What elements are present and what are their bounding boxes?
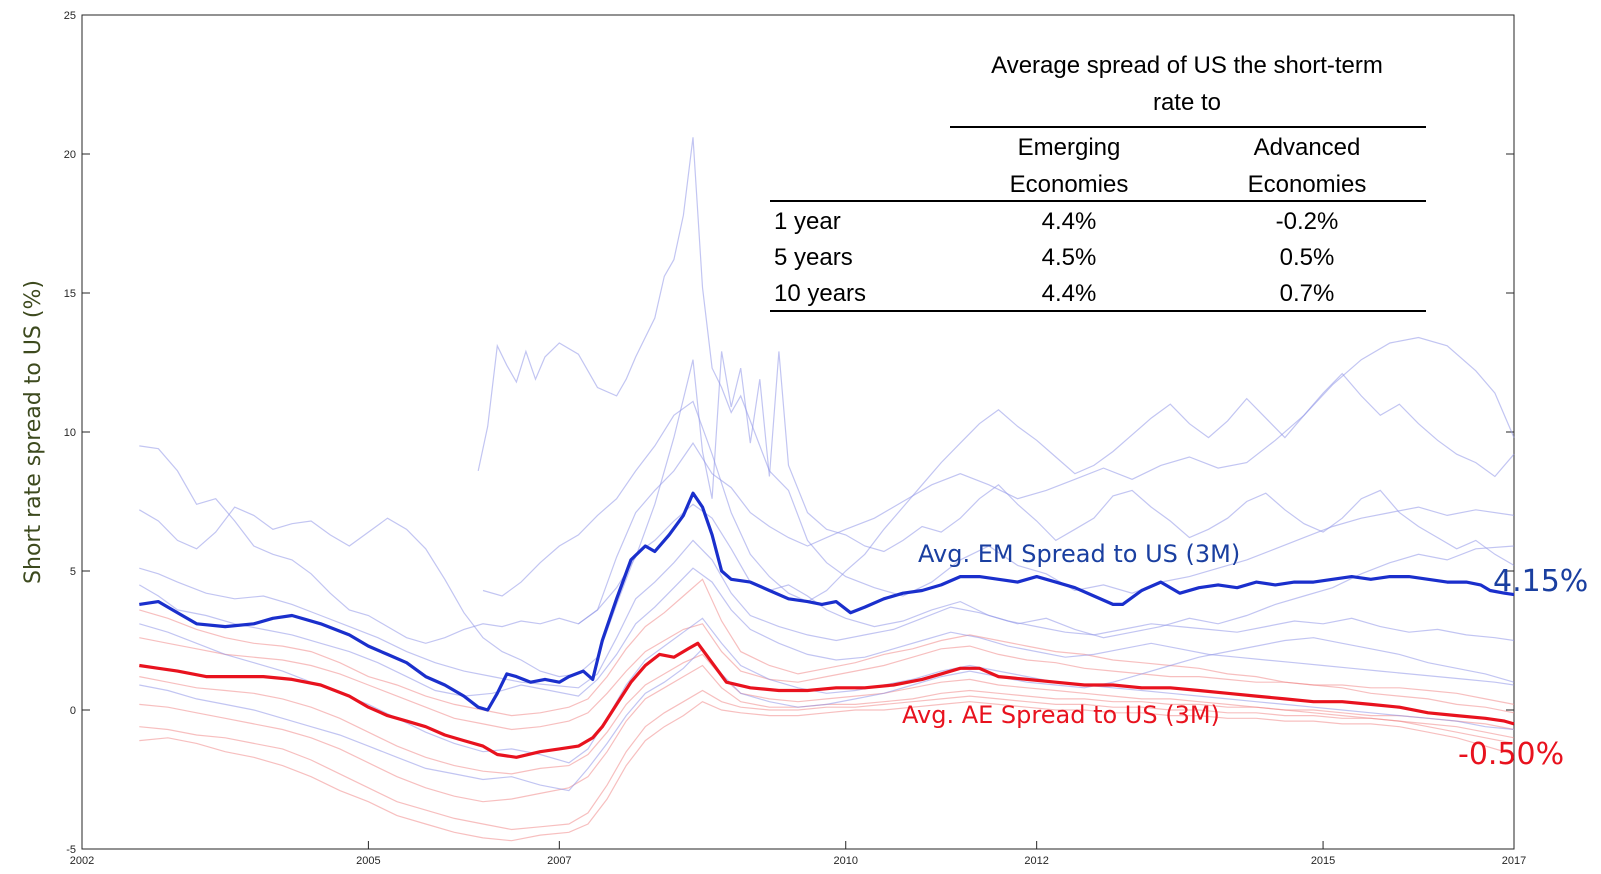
em-country-line xyxy=(139,336,1515,644)
y-axis-label: Short rate spread to US (%) xyxy=(21,280,46,584)
table-row-label: 10 years xyxy=(774,280,866,307)
summary-table: Average spread of US the short-term rate… xyxy=(770,52,1426,312)
ae-country-line xyxy=(139,578,1515,717)
table-row-em: 4.4% xyxy=(1042,208,1097,235)
table-row-ae: 0.7% xyxy=(1280,280,1335,307)
table-row-label: 1 year xyxy=(774,208,841,235)
x-tick-label: 2010 xyxy=(833,855,857,867)
table-col-em-line2: Economies xyxy=(1010,171,1129,198)
table-row-label: 5 years xyxy=(774,244,853,271)
x-tick-label: 2012 xyxy=(1024,855,1048,867)
table-row-em: 4.4% xyxy=(1042,280,1097,307)
x-tick-label: 2005 xyxy=(356,855,380,867)
x-tick-label: 2015 xyxy=(1311,855,1335,867)
axis-ticks: 2002 2005 2007 2010 2012 2015 2017 -5 0 5 10 15 20 25 xyxy=(64,10,1526,867)
table-col-ae-line1: Advanced xyxy=(1254,134,1361,161)
em-country-line xyxy=(139,617,1515,764)
table-col-ae-line2: Economies xyxy=(1248,171,1367,198)
ae-country-line xyxy=(139,664,1515,803)
table-col-em-line1: Emerging xyxy=(1018,134,1121,161)
em-country-line xyxy=(139,637,1515,792)
y-tick-label: 25 xyxy=(64,10,76,22)
em-series-label: Avg. EM Spread to US (3M) xyxy=(918,540,1240,568)
x-tick-label: 2007 xyxy=(547,855,571,867)
ae-end-label: -0.50% xyxy=(1458,737,1564,772)
x-tick-label: 2002 xyxy=(70,855,94,867)
table-row-ae: 0.5% xyxy=(1280,244,1335,271)
em-country-line xyxy=(138,503,1515,678)
em-country-line xyxy=(477,137,1515,597)
em-country-line xyxy=(482,372,1515,603)
y-tick-label: 15 xyxy=(64,288,76,300)
em-end-label: 4.15% xyxy=(1493,564,1588,599)
background-series xyxy=(138,137,1515,842)
x-tick-label: 2017 xyxy=(1502,855,1526,867)
y-tick-label: -5 xyxy=(66,844,76,856)
y-tick-label: 10 xyxy=(64,427,76,439)
em-country-line xyxy=(138,567,1515,697)
table-title-line1: Average spread of US the short-term xyxy=(991,52,1383,79)
y-tick-label: 0 xyxy=(70,705,76,717)
y-tick-label: 20 xyxy=(64,149,76,161)
ae-country-line xyxy=(139,623,1515,731)
ae-series-label: Avg. AE Spread to US (3M) xyxy=(902,701,1220,729)
em-country-line xyxy=(578,351,1515,625)
table-row-ae: -0.2% xyxy=(1276,208,1339,235)
average-series xyxy=(139,491,1515,759)
ae-average-line xyxy=(139,641,1515,759)
y-tick-label: 5 xyxy=(70,566,76,578)
ae-country-line xyxy=(139,653,1515,775)
em-country-line xyxy=(139,539,1515,689)
table-title-line2: rate to xyxy=(1153,89,1221,116)
table-row-em: 4.5% xyxy=(1042,244,1097,271)
em-average-line xyxy=(139,491,1515,712)
ae-country-line xyxy=(139,701,1515,842)
ae-country-line xyxy=(139,689,1515,831)
